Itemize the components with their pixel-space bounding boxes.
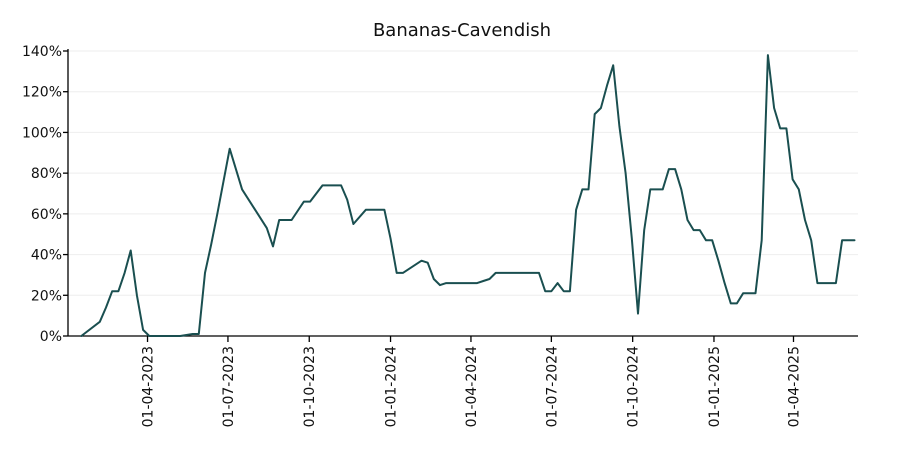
x-axis: 01-04-2023 01-07-2023 01-10-2023 01-01-2024… bbox=[68, 335, 858, 427]
y-tick-label: 0% bbox=[40, 329, 62, 345]
y-tick-label: 60% bbox=[31, 207, 62, 223]
x-tick-label: 01-04-2025 bbox=[786, 346, 802, 427]
x-tick-label: 01-10-2023 bbox=[302, 346, 318, 427]
gridlines bbox=[68, 50, 858, 337]
y-tick-label: 140% bbox=[22, 44, 62, 60]
y-tick-label: 40% bbox=[31, 248, 62, 264]
y-tick-label: 120% bbox=[22, 85, 62, 101]
x-tick-label: 01-04-2024 bbox=[464, 346, 480, 427]
plot-area bbox=[80, 54, 856, 337]
chart-title: Bananas-Cavendish bbox=[373, 20, 551, 41]
y-axis: 0% 20% 40% 60% 80% 100% 120% 140% bbox=[22, 44, 69, 345]
y-tick-label: 20% bbox=[31, 288, 62, 304]
y-tick-label: 80% bbox=[31, 166, 62, 182]
x-tick-label: 01-07-2024 bbox=[544, 346, 560, 427]
x-tick-label: 01-07-2023 bbox=[221, 346, 237, 427]
x-tick-label: 01-01-2024 bbox=[384, 346, 400, 427]
x-tick-label: 01-01-2025 bbox=[707, 346, 723, 427]
y-tick-label: 100% bbox=[22, 125, 62, 141]
series-line bbox=[80, 54, 856, 337]
x-tick-label: 01-04-2023 bbox=[141, 346, 157, 427]
x-tick-label: 01-10-2024 bbox=[626, 346, 642, 427]
